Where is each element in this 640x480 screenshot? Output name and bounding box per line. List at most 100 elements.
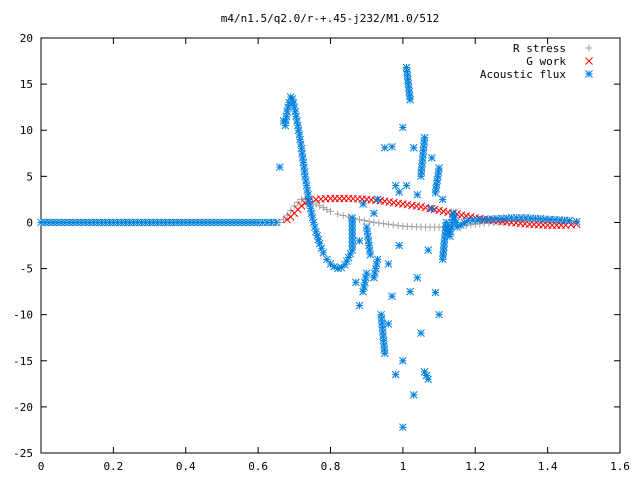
acoustic-flux-point (291, 107, 300, 116)
acoustic-flux-point (373, 195, 382, 204)
acoustic-flux-point (531, 214, 540, 223)
g-work-point (421, 203, 430, 212)
acoustic-flux-point (380, 143, 389, 152)
y-tick-label: -20 (13, 401, 33, 414)
r-stress-point (334, 210, 342, 218)
g-work-point (394, 199, 403, 208)
acoustic-flux-point (438, 195, 447, 204)
chart-title: m4/n1.5/q2.0/r-+.45-j232/M1.0/512 (221, 12, 440, 25)
g-work-point (462, 212, 471, 220)
acoustic-flux-point (360, 283, 368, 291)
g-work-point (567, 220, 576, 229)
g-work-point (439, 207, 448, 216)
r-stress-point (360, 217, 368, 225)
r-stress-point (298, 195, 306, 203)
legend-marker-g-work (585, 57, 593, 65)
acoustic-flux-point (344, 253, 353, 262)
acoustic-flux-point (517, 213, 525, 222)
acoustic-flux-point (388, 142, 396, 151)
legend-label-g-work: G work (526, 55, 566, 68)
g-work-point (539, 221, 547, 229)
acoustic-flux-point (314, 235, 323, 244)
acoustic-flux-point (403, 75, 412, 84)
r-stress-point (355, 216, 363, 224)
x-tick-label: 0.6 (248, 460, 268, 473)
y-tick-label: 15 (20, 78, 33, 91)
acoustic-flux-point (284, 103, 292, 112)
y-tick-label: 0 (26, 216, 33, 229)
acoustic-flux-point (305, 200, 314, 208)
acoustic-flux-point (384, 320, 393, 328)
acoustic-flux-point (434, 168, 443, 177)
r-stress-point (323, 206, 331, 214)
r-stress-point (287, 206, 295, 214)
acoustic-flux-point (572, 217, 581, 226)
acoustic-flux-point (395, 188, 404, 196)
acoustic-flux-point (292, 112, 300, 121)
y-tick-label: 10 (20, 124, 33, 137)
legend-marker-acoustic-flux (585, 70, 593, 78)
acoustic-flux-point (302, 181, 311, 190)
data-marks (37, 63, 581, 432)
acoustic-flux-point (275, 163, 284, 171)
acoustic-flux-point (304, 190, 312, 199)
acoustic-flux-point (422, 371, 431, 380)
acoustic-flux-point (439, 247, 448, 255)
acoustic-flux-point (370, 273, 378, 282)
acoustic-flux-point (388, 292, 396, 301)
acoustic-flux-point (177, 218, 186, 227)
acoustic-flux-point (296, 140, 305, 148)
acoustic-flux-point (427, 204, 436, 213)
legend-label-acoustic-flux: Acoustic flux (480, 68, 566, 81)
acoustic-flux-point (373, 255, 382, 264)
acoustic-flux-point (250, 218, 258, 227)
x-tick-label: 1.2 (465, 460, 485, 473)
y-tick-label: -25 (13, 447, 33, 460)
acoustic-flux-point (427, 154, 436, 162)
x-tick-label: 0.4 (176, 460, 196, 473)
g-work-point (283, 215, 291, 224)
r-stress-point (312, 200, 320, 208)
acoustic-flux-point (413, 273, 422, 282)
x-tick-label: 1.4 (538, 460, 558, 473)
acoustic-flux-point (417, 329, 425, 337)
r-stress-point (412, 223, 420, 231)
acoustic-flux-point (296, 135, 304, 144)
x-tick-label: 0.2 (103, 460, 123, 473)
acoustic-flux-point (384, 260, 393, 268)
r-stress-point (431, 223, 439, 231)
x-tick-label: 1.6 (610, 460, 630, 473)
acoustic-flux-point (399, 123, 407, 132)
axes: 0 0.2 0.4 0.6 0.8 1 1.2 1.4 1.6 20 15 10 5 0 -5 -10 -15 -… (13, 32, 630, 473)
acoustic-flux-point (450, 213, 459, 222)
acoustic-flux-point (355, 301, 364, 310)
r-stress-point (279, 216, 287, 224)
r-stress-point (384, 220, 392, 228)
acoustic-flux-point (406, 287, 414, 296)
acoustic-flux-point (372, 260, 381, 268)
acoustic-flux-point (361, 278, 369, 287)
acoustic-flux-point (424, 246, 433, 254)
y-tick-label: -5 (20, 263, 33, 276)
r-stress-point (375, 219, 383, 227)
acoustic-flux-point (391, 181, 400, 190)
acoustic-flux-point (449, 209, 458, 218)
r-stress-point (316, 202, 324, 210)
acoustic-flux-point (424, 375, 433, 384)
acoustic-flux-point (302, 177, 310, 185)
acoustic-flux-point (473, 216, 482, 224)
acoustic-flux-point (420, 138, 429, 146)
acoustic-flux-point (435, 310, 443, 319)
y-tick-label: 20 (20, 32, 33, 45)
g-work-point (358, 195, 367, 204)
plot-frame (40, 37, 621, 454)
r-stress-point (339, 212, 347, 220)
acoustic-flux-point (309, 218, 318, 227)
g-work-point (435, 206, 443, 215)
r-stress-point (394, 222, 402, 230)
acoustic-flux-point (431, 288, 440, 297)
acoustic-flux-point (307, 209, 316, 218)
g-work-point (340, 194, 348, 203)
